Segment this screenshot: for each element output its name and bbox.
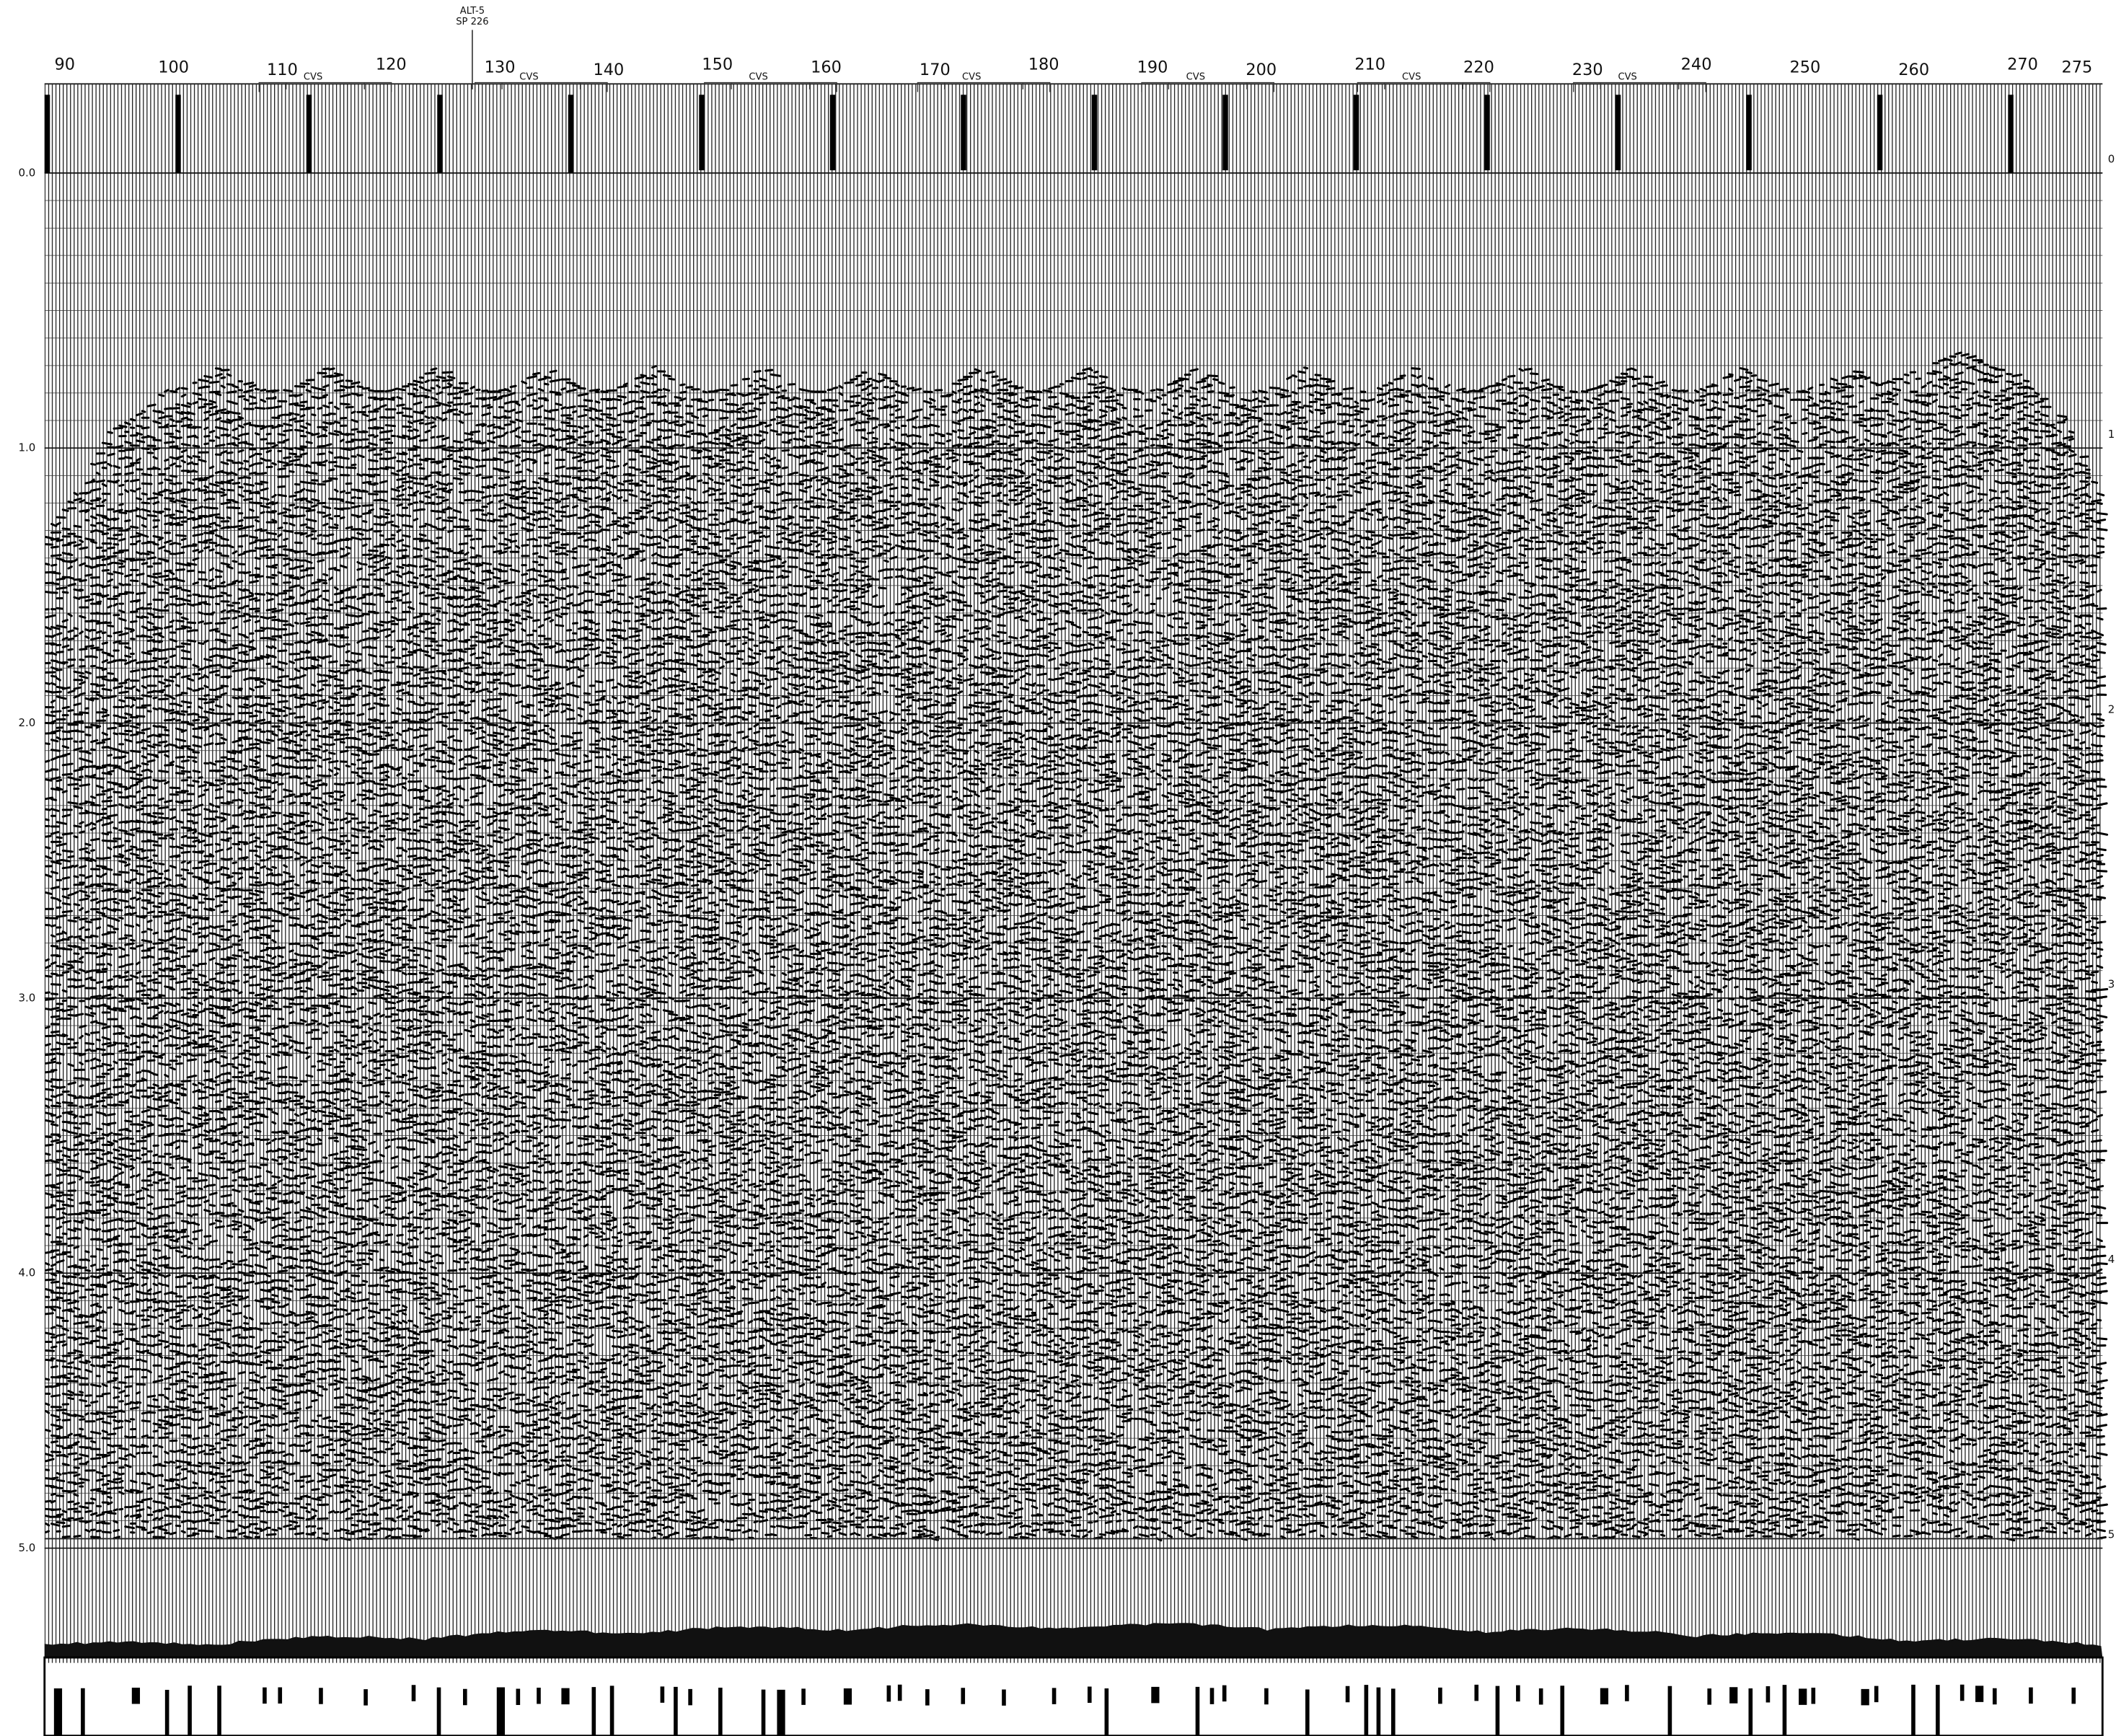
shot-label: 210 — [1354, 56, 1385, 74]
time-label-right: 5 — [2108, 1528, 2115, 1541]
cvs-bracket — [258, 81, 392, 92]
time-label: 0.0 — [19, 166, 36, 179]
trace-field — [44, 84, 2103, 1663]
shot-point-note: SP 226 — [456, 17, 488, 27]
cvs-bracket — [1357, 81, 1491, 92]
time-label: 5.0 — [19, 1541, 36, 1554]
bottom-markers — [53, 1684, 2076, 1736]
cvs-bracket — [474, 81, 608, 92]
cvs-bracket — [917, 81, 1051, 92]
shot-label: 240 — [1681, 56, 1712, 74]
cvs-label: CVS — [304, 71, 322, 82]
cvs-label: CVS — [1402, 71, 1421, 82]
shot-label: 110 — [267, 61, 298, 79]
shot-label: 275 — [2062, 58, 2093, 76]
shot-label: 260 — [1898, 61, 1929, 79]
line-name: ALT-5 — [460, 6, 485, 17]
shot-label: 100 — [158, 58, 189, 76]
time-label-right: 4 — [2108, 1253, 2115, 1266]
shot-label: 220 — [1463, 58, 1494, 76]
shot-label: 170 — [920, 61, 951, 79]
time-label-right: 2 — [2108, 702, 2115, 715]
cvs-bracket — [1573, 81, 1706, 92]
shot-label: 90 — [55, 56, 76, 74]
shot-label: 130 — [485, 58, 516, 76]
shot-label: 230 — [1572, 61, 1603, 79]
shot-label: 270 — [2007, 56, 2038, 74]
shot-label: 150 — [702, 56, 733, 74]
time-label-right: 0 — [2108, 153, 2115, 166]
time-label-right: 3 — [2108, 978, 2115, 991]
shot-label: 180 — [1028, 56, 1059, 74]
shot-label: 200 — [1246, 61, 1277, 79]
wiggle-texture — [45, 351, 2109, 1542]
time-label: 2.0 — [19, 716, 36, 729]
cvs-bracket — [1141, 81, 1275, 92]
cvs-label: CVS — [1186, 71, 1205, 82]
cvs-label: CVS — [519, 71, 538, 82]
shot-label: 140 — [593, 61, 624, 79]
time-label: 1.0 — [19, 441, 36, 454]
time-label-right: 1 — [2108, 428, 2115, 441]
cvs-label: CVS — [962, 71, 981, 82]
cvs-bracket — [704, 81, 837, 92]
time-label: 3.0 — [19, 991, 36, 1004]
bottom-band — [44, 1623, 2103, 1658]
shot-bars — [44, 94, 2014, 173]
shot-label: 250 — [1789, 58, 1820, 76]
time-label: 4.0 — [19, 1266, 36, 1279]
cvs-label: CVS — [1618, 71, 1636, 82]
shot-label: 120 — [376, 56, 407, 74]
shot-label: 160 — [811, 58, 842, 76]
shot-label: 190 — [1137, 58, 1168, 76]
cvs-label: CVS — [749, 71, 767, 82]
